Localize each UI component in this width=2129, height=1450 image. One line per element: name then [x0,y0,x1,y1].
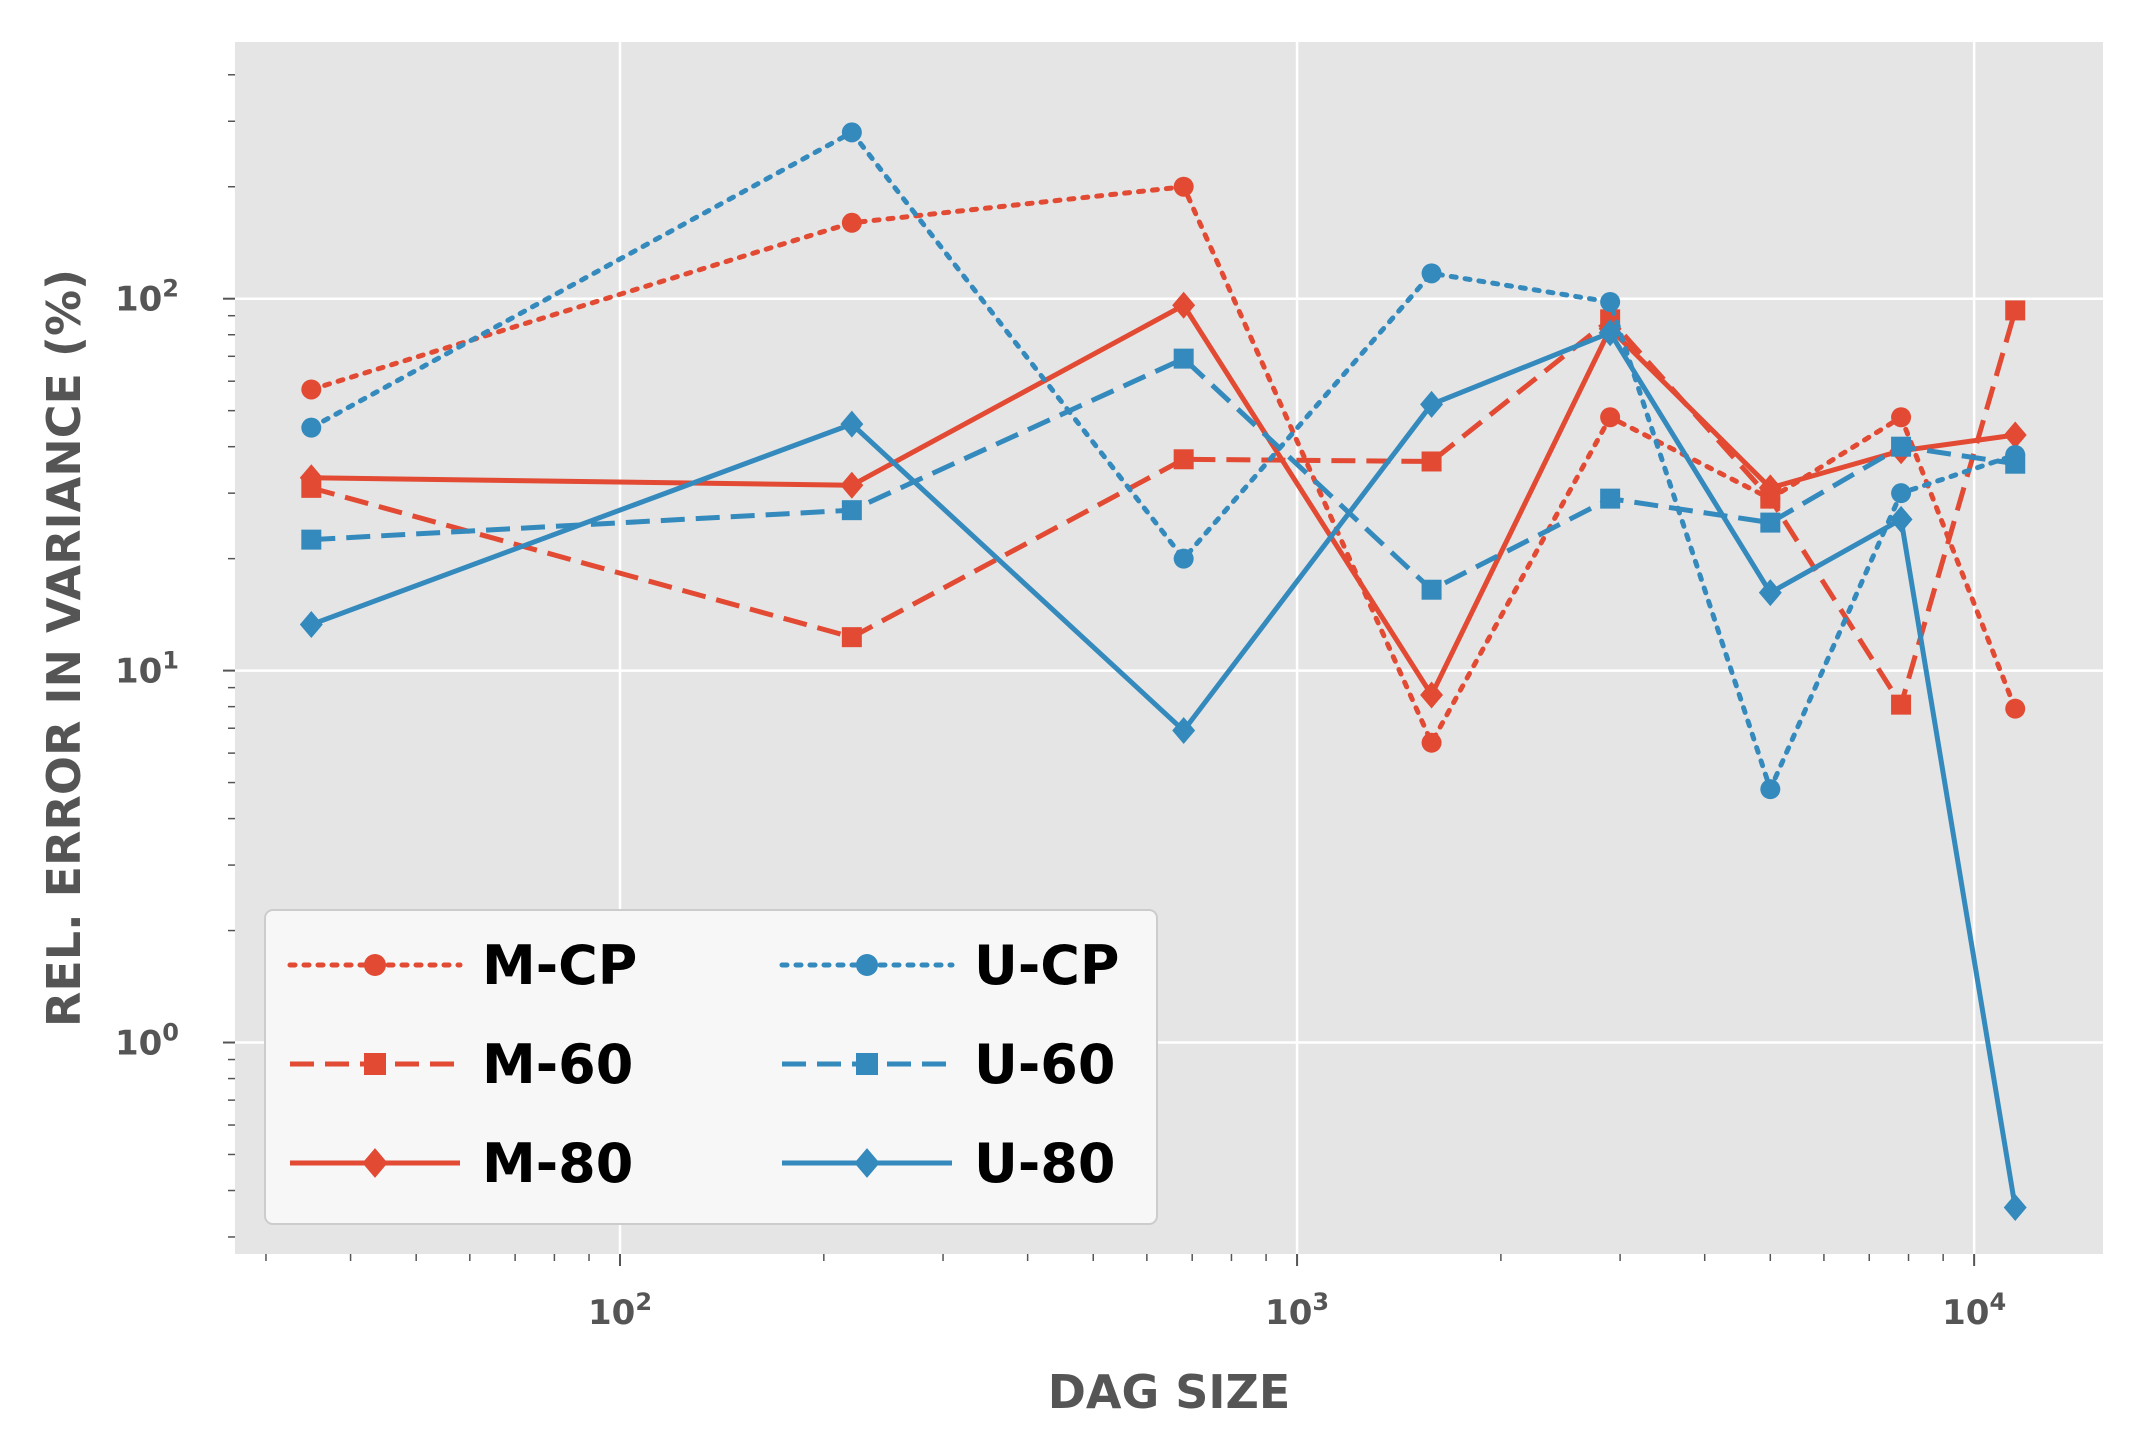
series-u-cp [301,122,2026,800]
series-line-u-80 [310,330,2018,1208]
point-u-80-6 [1889,505,1913,533]
point-m-80-5 [1758,474,1782,502]
point-u-80-0 [299,611,323,639]
point-m-cp-3 [1421,732,1442,753]
series-line-m-cp [308,184,2018,746]
legend-box [264,909,1158,1225]
legend-entry-m-cp: M-CP [287,934,637,997]
y-tick-label-0: 100 [115,1019,179,1064]
legend-entry-m-80: M-80 [290,1132,633,1195]
legend: M-CP M-60 M-80 U-CP U-60 U-80 [264,909,1158,1225]
legend-marker-m-60 [364,1053,386,1075]
minor-ticks [223,74,1976,1266]
point-m-60-3 [1421,451,1442,472]
point-m-cp-2 [1173,176,1194,197]
point-m-80-2 [1172,291,1196,319]
series-line-m-60 [310,309,2018,708]
point-m-60-2 [1173,449,1194,470]
point-m-80-3 [1420,681,1444,709]
y-axis-title: REL. ERROR IN VARIANCE (%) [37,269,91,1027]
legend-entry-m-60: M-60 [290,1033,633,1096]
y-tick-label-1: 101 [115,647,179,692]
legend-label-m-cp: M-CP [482,934,637,997]
point-m-cp-0 [301,379,322,400]
point-u-60-2 [1173,348,1194,369]
legend-marker-u-cp [856,954,878,976]
legend-label-u-80: U-80 [974,1132,1115,1195]
legend-marker-u-80 [854,1148,880,1178]
point-m-60-1 [841,627,862,648]
point-u-cp-4 [1600,291,1621,312]
point-u-80-2 [1172,717,1196,745]
series-line-u-cp [308,129,2018,792]
point-m-60-6 [1891,694,1912,715]
legend-entry-u-80: U-80 [782,1132,1115,1195]
legend-entry-u-60: U-60 [782,1033,1115,1096]
x-axis-title: DAG SIZE [1048,1365,1291,1419]
point-u-60-4 [1600,488,1621,509]
tick-labels: 102 103 104 100 101 102 [115,275,2006,1333]
legend-marker-u-60 [856,1053,878,1075]
point-m-cp-6 [1891,407,1912,428]
x-tick-label-0: 102 [588,1288,652,1333]
point-u-80-5 [1758,579,1782,607]
point-u-60-0 [301,529,322,550]
point-m-cp-4 [1600,407,1621,428]
point-u-60-5 [1760,512,1781,533]
legend-marker-m-cp [364,954,386,976]
point-u-80-4 [1598,319,1622,347]
point-u-cp-5 [1760,779,1781,800]
point-u-80-7 [2003,1194,2027,1222]
legend-entry-u-cp: U-CP [779,934,1119,997]
point-m-80-0 [299,464,323,492]
series-u-60 [301,348,2026,600]
legend-label-m-60: M-60 [482,1033,633,1096]
point-u-cp-1 [841,122,862,143]
point-u-cp-3 [1421,263,1442,284]
legend-label-u-cp: U-CP [974,934,1119,997]
point-u-60-3 [1421,579,1442,600]
legend-label-m-80: M-80 [482,1132,633,1195]
point-m-80-1 [840,471,864,499]
point-m-60-7 [2005,300,2026,321]
point-u-60-1 [841,500,862,521]
point-u-80-3 [1420,390,1444,418]
point-u-cp-6 [1891,483,1912,504]
series-line-u-60 [311,356,2016,593]
legend-label-u-60: U-60 [974,1033,1115,1096]
point-m-80-7 [2003,421,2027,449]
x-tick-label-2: 104 [1942,1288,2006,1333]
point-u-60-6 [1891,436,1912,457]
x-tick-label-1: 103 [1265,1288,1329,1333]
point-u-cp-2 [1173,548,1194,569]
point-m-cp-1 [841,212,862,233]
point-m-cp-7 [2005,698,2026,719]
legend-marker-m-80 [362,1148,388,1178]
series-u-80 [299,319,2027,1222]
point-u-60-7 [2005,453,2026,474]
point-u-80-1 [840,410,864,438]
series-layer [299,122,2027,1222]
y-tick-label-2: 102 [115,275,179,320]
point-u-cp-0 [301,417,322,438]
